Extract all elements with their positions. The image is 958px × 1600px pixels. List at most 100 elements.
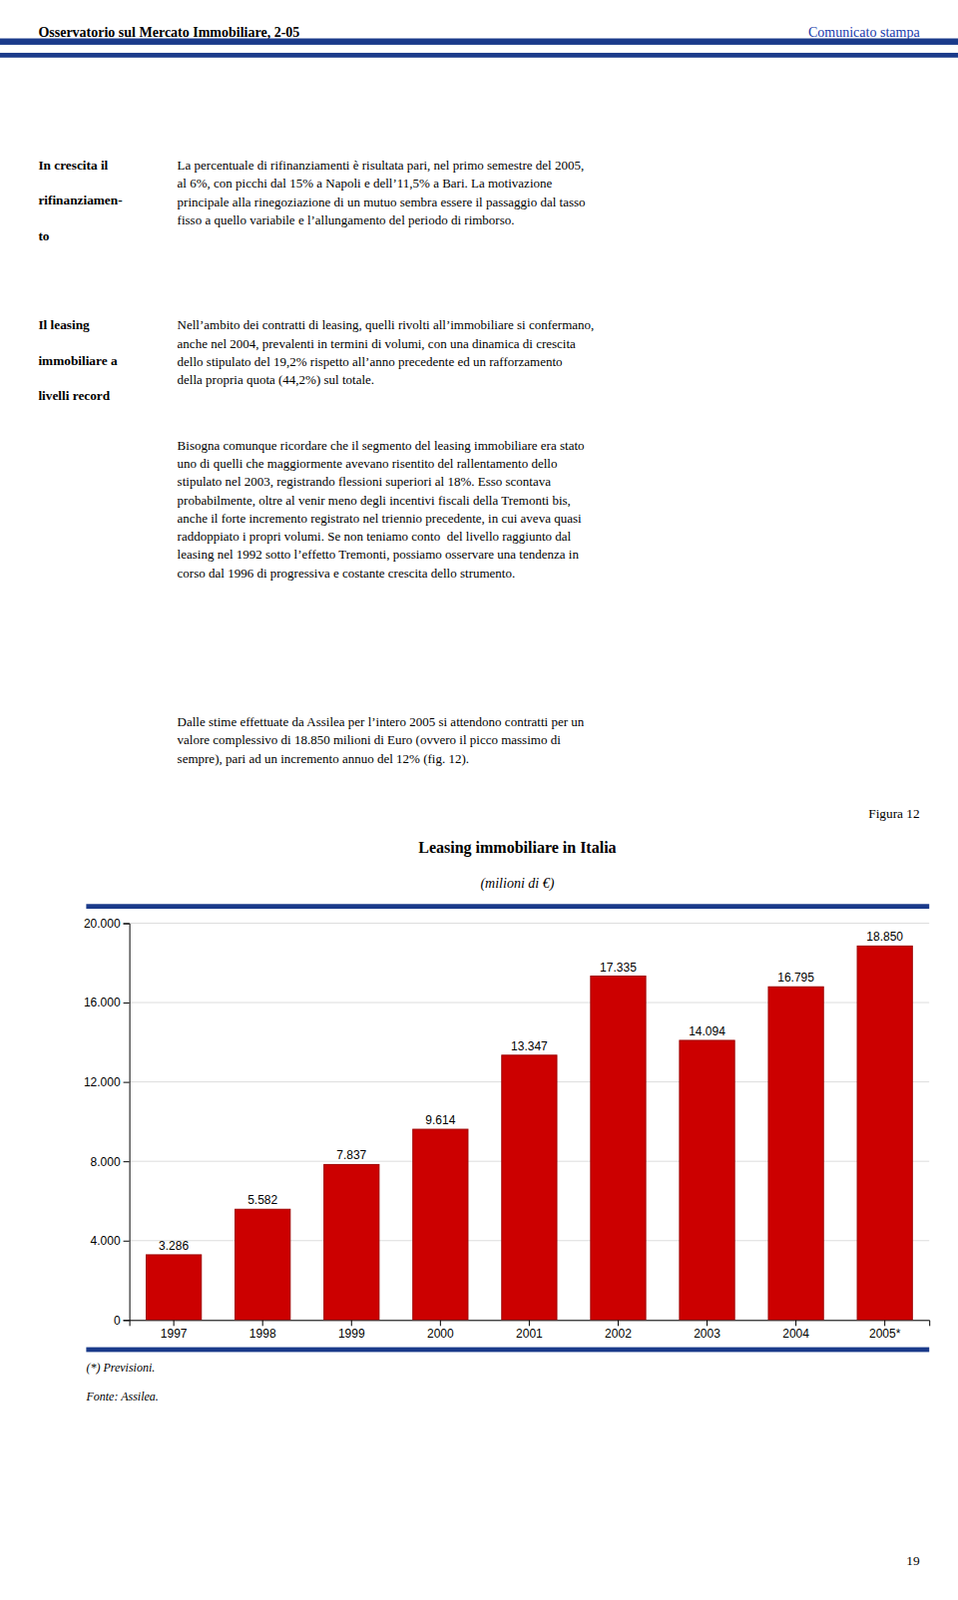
body-text: fisso a quello variabile e l’allungament…: [177, 212, 515, 228]
x-tick-label: 1997: [160, 1327, 188, 1342]
header-rule: [0, 37, 958, 44]
x-tick: 2004: [782, 1320, 810, 1342]
x-tick-label: 2005*: [869, 1327, 902, 1342]
x-tick-mark: [351, 1320, 353, 1327]
data-label: 18.850: [866, 930, 904, 945]
data-label: 7.837: [336, 1148, 367, 1163]
source: Fonte: Assilea.: [84, 1390, 158, 1405]
body-text: valore complessivo di 18.850 milioni di …: [177, 732, 562, 748]
y-tick-mark: [123, 1320, 130, 1322]
x-tick-mark: [262, 1320, 264, 1327]
bar: [768, 986, 824, 1321]
x-tick: 2001: [515, 1320, 543, 1342]
body-text: al 6%, con picchi dal 15% a Napoli e del…: [177, 175, 553, 191]
y-tick: 4.000: [90, 1234, 130, 1249]
bar: [146, 1255, 202, 1321]
grid-line: [129, 923, 931, 925]
x-tick-mark: [617, 1320, 619, 1327]
data-label: 3.286: [158, 1239, 189, 1254]
y-axis: 0 4.000 8.000 12.000 16.000 20.000: [83, 917, 130, 1329]
y-tick-label: 4.000: [90, 1234, 121, 1249]
body-text: raddoppiato i propri volumi. Se non teni…: [177, 528, 572, 544]
y-tick: 16.000: [83, 995, 130, 1010]
x-tick-label: 2004: [782, 1327, 810, 1342]
x-tick-label: 1998: [249, 1327, 277, 1342]
x-tick: 1999: [338, 1320, 366, 1342]
x-tick-mark: [795, 1320, 797, 1327]
chart-rule: [85, 1348, 930, 1354]
y-tick: 12.000: [83, 1075, 130, 1090]
y-tick-label: 8.000: [90, 1155, 121, 1170]
header-rule: [0, 52, 958, 58]
body-text: della propria quota (44,2%) sul totale.: [177, 372, 375, 388]
y-tick-mark: [123, 1002, 130, 1004]
bar: [235, 1209, 291, 1321]
body-text: anche il forte incremento registrato nel…: [177, 510, 582, 526]
data-label: 13.347: [510, 1039, 548, 1054]
x-tick: 2005*: [869, 1320, 902, 1342]
data-label: 14.094: [688, 1024, 726, 1039]
bar: [857, 946, 913, 1321]
body-text: sempre), pari ad un incremento annuo del…: [177, 751, 470, 767]
body-text: corso dal 1996 di progressiva e costante…: [177, 565, 516, 581]
x-tick: 2000: [427, 1320, 455, 1342]
body-text: probabilmente, oltre al venir meno degli…: [177, 492, 571, 508]
x-tick-label: 2003: [693, 1327, 721, 1342]
x-axis: 1997 1998 1999 2000 2001 2002 2003 2004 2005*: [129, 1320, 931, 1342]
x-tick-mark: [884, 1320, 886, 1327]
footnote: (*) Previsioni.: [85, 1361, 155, 1376]
body-text: leasing nel 1992 sotto l’effetto Tremont…: [177, 546, 580, 562]
body-text: Bisogna comunque ricordare che il segmen…: [177, 438, 585, 454]
body-text: stipulato nel 2003, registrando flession…: [177, 474, 552, 489]
body-text: La percentuale di rifinanziamenti è risu…: [177, 157, 585, 173]
chart-title: Leasing immobiliare in Italia: [418, 839, 616, 858]
y-tick-mark: [123, 924, 130, 926]
page: Osservatorio sul Mercato Immobiliare, 2-…: [0, 0, 958, 1600]
chart: 3.2865.5827.8379.61413.34717.33514.09416…: [83, 917, 931, 1342]
y-tick: 0: [113, 1314, 130, 1329]
bar: [501, 1055, 557, 1321]
body-text: anche nel 2004, prevalenti in termini di…: [177, 336, 576, 352]
y-tick-mark: [123, 1161, 130, 1163]
y-tick: 8.000: [90, 1155, 130, 1170]
x-tick-label: 2000: [427, 1327, 455, 1342]
bar: [679, 1040, 735, 1321]
x-tick-mark: [706, 1320, 708, 1327]
chart-subtitle: (milioni di €): [479, 876, 554, 893]
x-tick-label: 1999: [338, 1327, 366, 1342]
x-tick-label: 2002: [604, 1327, 632, 1342]
bar: [590, 976, 646, 1322]
x-tick-label: 2001: [515, 1327, 543, 1342]
header-right: Comunicato stampa: [808, 24, 921, 40]
sidebar-text: immobiliare a: [37, 353, 118, 369]
header-left: Osservatorio sul Mercato Immobiliare, 2-…: [37, 24, 300, 40]
x-tick: 2003: [693, 1320, 721, 1342]
page-number: 19: [906, 1553, 921, 1569]
bar: [413, 1129, 469, 1321]
y-tick-mark: [123, 1241, 130, 1243]
data-label: 17.335: [599, 960, 637, 975]
y-tick-label: 20.000: [83, 917, 121, 932]
bars: [146, 946, 914, 1321]
x-tick: 2002: [604, 1320, 632, 1342]
data-label: 5.582: [247, 1193, 278, 1208]
body-text: dello stipulato del 19,2% rispetto all’a…: [177, 354, 563, 370]
y-axis-line: [123, 924, 131, 1322]
y-tick: 20.000: [83, 917, 130, 932]
sidebar-text: rifinanziamen-: [37, 192, 122, 208]
grid: [129, 924, 931, 1322]
bar: [324, 1164, 380, 1321]
x-tick-mark: [173, 1320, 175, 1327]
x-tick: 1997: [160, 1320, 188, 1342]
body-text: uno di quelli che maggiormente avevano r…: [177, 456, 558, 472]
y-tick-label: 12.000: [83, 1075, 121, 1090]
body-text: Dalle stime effettuate da Assilea per l’…: [177, 714, 585, 730]
sidebar-text: In crescita il: [37, 157, 108, 173]
figure-label: Figura 12: [868, 806, 920, 822]
sidebar-text: to: [37, 228, 49, 244]
y-tick-label: 16.000: [83, 995, 121, 1010]
x-tick-mark: [528, 1320, 530, 1327]
x-tick-mark: [440, 1320, 442, 1327]
body-text: principale alla rinegoziazione di un mut…: [177, 194, 586, 210]
body-text: Nell’ambito dei contratti di leasing, qu…: [177, 317, 595, 333]
